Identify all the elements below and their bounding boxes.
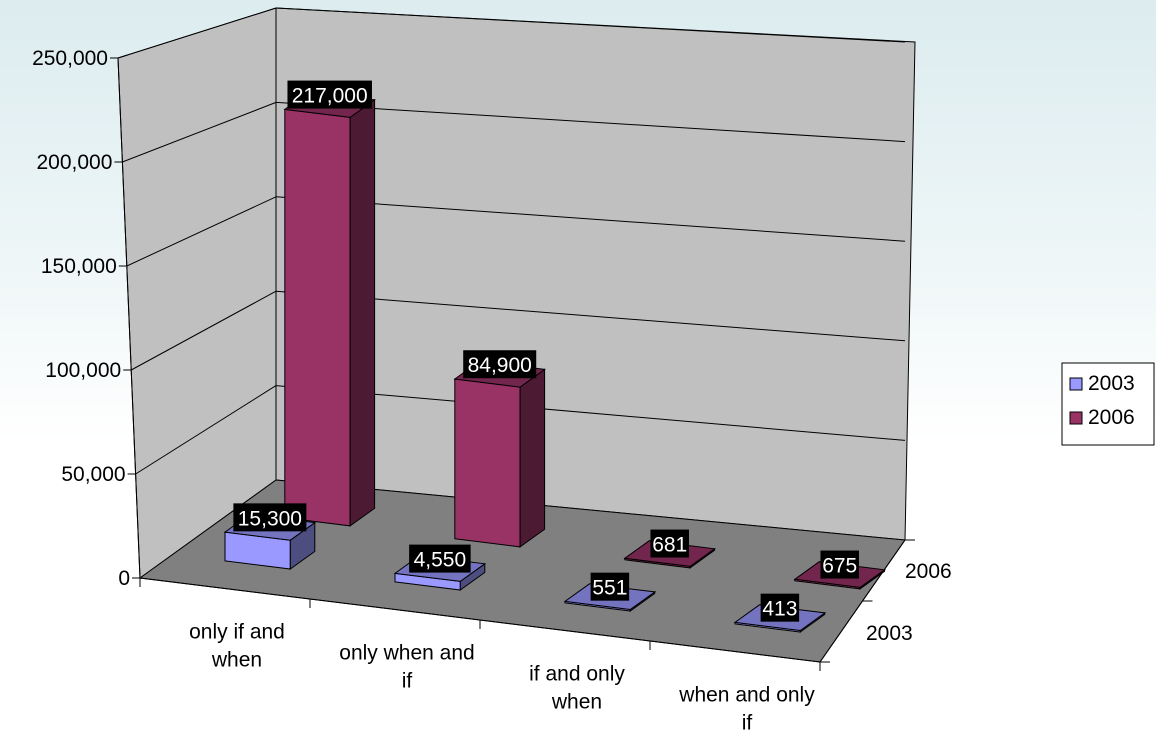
data-label-box xyxy=(590,572,630,601)
data-label-box xyxy=(760,593,800,622)
y-tick-label: 150,000 xyxy=(41,255,117,278)
data-label-text: 15,300 xyxy=(238,507,302,530)
legend-label: 2003 xyxy=(1088,372,1135,395)
legend-label: 2006 xyxy=(1088,406,1135,429)
y-axis-line xyxy=(117,57,141,579)
data-labels: 217,000 84,900 681 675 15,300 4,550 551 413 xyxy=(233,80,859,622)
gridlines xyxy=(117,7,906,475)
data-label-box xyxy=(820,550,859,579)
gridline-side xyxy=(126,196,277,267)
data-label: 4,550 xyxy=(409,544,471,573)
y-tick-label: 0 xyxy=(118,567,130,590)
gridline-side xyxy=(130,290,277,371)
x-axis: only if and when only when and if if and onl… xyxy=(139,577,821,735)
gridline-back xyxy=(275,101,906,143)
depth-tick-label: 2006 xyxy=(905,560,952,583)
data-label: 84,900 xyxy=(463,350,537,379)
legend-swatch xyxy=(1069,411,1083,425)
side-wall xyxy=(117,7,277,579)
bar-front xyxy=(284,108,351,527)
data-label-box xyxy=(650,529,689,558)
data-label-text: 675 xyxy=(822,555,857,578)
y-tick-label: 50,000 xyxy=(61,463,125,486)
data-label-text: 681 xyxy=(652,534,687,557)
data-label: 217,000 xyxy=(287,80,372,109)
x-tick-label: when and only if xyxy=(678,684,815,735)
bar-front xyxy=(454,378,521,548)
gridline-back xyxy=(275,196,906,242)
depth-tick-label: 2003 xyxy=(866,622,913,645)
x-tick-label: if and only when xyxy=(529,663,625,714)
data-label-box xyxy=(287,80,372,109)
data-label-box xyxy=(463,350,537,379)
gridline-back xyxy=(275,385,906,441)
x-tick-label: only if and when xyxy=(189,621,285,672)
y-axis: 0 50,000 100,000 150,000 200,000 250,000 xyxy=(32,47,141,590)
data-label: 675 xyxy=(820,550,859,579)
legend[interactable]: 2003 2006 xyxy=(1061,362,1155,446)
bar xyxy=(283,91,376,527)
legend-box xyxy=(1061,362,1155,446)
gridline-back xyxy=(275,290,906,342)
data-label-box xyxy=(233,503,307,532)
data-label-text: 84,900 xyxy=(468,354,532,377)
data-label-box xyxy=(409,544,471,573)
y-tick-label: 250,000 xyxy=(32,47,108,70)
data-label: 551 xyxy=(590,572,630,601)
data-label-text: 551 xyxy=(592,577,627,600)
data-label-text: 4,550 xyxy=(414,549,467,572)
gridline-side xyxy=(117,7,277,59)
bar xyxy=(453,360,546,548)
bar-side xyxy=(349,98,376,527)
data-label-text: 413 xyxy=(762,598,797,621)
y-tick-label: 100,000 xyxy=(45,359,121,382)
data-label-text: 217,000 xyxy=(292,85,368,108)
data-label: 15,300 xyxy=(233,503,307,532)
x-tick-label: only when and if xyxy=(339,642,474,693)
data-label: 681 xyxy=(650,529,689,558)
gridline-back xyxy=(275,7,906,43)
gridline-side xyxy=(122,101,277,163)
y-tick-label: 200,000 xyxy=(36,151,112,174)
depth-axis: 2003 2006 xyxy=(819,539,952,663)
legend-swatch xyxy=(1069,377,1083,391)
data-label: 413 xyxy=(760,593,800,622)
bar-side xyxy=(519,368,546,548)
gridline-side xyxy=(135,385,277,475)
